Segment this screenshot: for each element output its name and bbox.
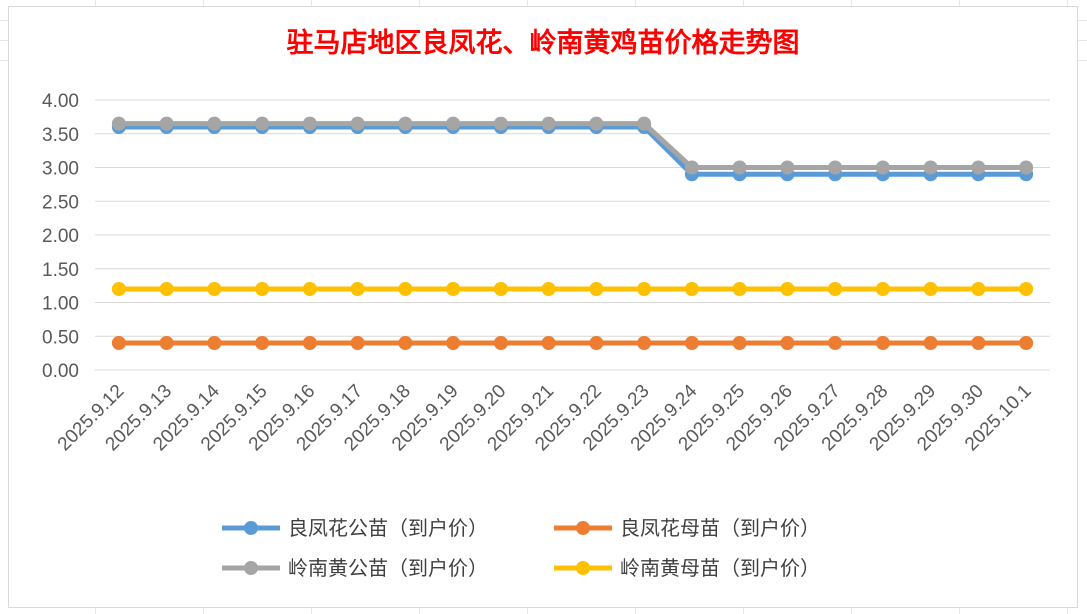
data-point	[111, 116, 126, 131]
legend-item[interactable]: 良凤花公苗（到户价）	[222, 516, 488, 540]
data-point	[398, 282, 413, 296]
data-point	[398, 336, 413, 350]
data-point	[684, 282, 699, 296]
data-point	[302, 116, 317, 131]
data-point	[541, 282, 556, 296]
legend-marker	[244, 521, 258, 535]
legend-item[interactable]: 岭南黄公苗（到户价）	[222, 556, 488, 580]
data-point	[541, 116, 556, 131]
data-point	[875, 282, 890, 296]
y-tick-label: 2.50	[42, 192, 79, 213]
data-point	[923, 282, 938, 296]
data-point	[637, 116, 652, 131]
series-2	[111, 116, 1034, 175]
data-point	[684, 160, 699, 175]
data-point	[493, 336, 508, 350]
data-point	[828, 160, 843, 175]
series-line	[118, 121, 1027, 170]
data-point	[398, 116, 413, 131]
data-point	[255, 282, 270, 296]
data-point	[828, 282, 843, 296]
data-point	[159, 336, 174, 350]
legend-item[interactable]: 岭南黄母苗（到户价）	[554, 556, 820, 580]
data-point	[875, 160, 890, 175]
y-tick-label: 1.50	[42, 260, 79, 281]
data-point	[589, 282, 604, 296]
y-gridlines	[95, 99, 1050, 371]
data-point	[446, 282, 461, 296]
data-point	[111, 282, 126, 296]
y-tick-label: 0.00	[42, 361, 79, 382]
data-point	[923, 336, 938, 350]
chart-legend: 良凤花公苗（到户价） 良凤花母苗（到户价） 岭南黄公苗（到户价） 岭南黄母苗（到户价）	[222, 516, 820, 580]
data-point	[207, 116, 222, 131]
data-point	[159, 282, 174, 296]
data-point	[684, 336, 699, 350]
chart-area[interactable]	[8, 6, 1078, 608]
data-point	[446, 116, 461, 131]
data-point	[255, 116, 270, 131]
data-point	[828, 336, 843, 350]
data-point	[875, 336, 890, 350]
data-point	[1019, 160, 1034, 175]
y-tick-label: 1.00	[42, 294, 79, 315]
data-point	[446, 336, 461, 350]
data-point	[637, 336, 652, 350]
data-point	[923, 160, 938, 175]
data-point	[302, 282, 317, 296]
x-axis-ticks: 2025.9.122025.9.132025.9.142025.9.152025…	[54, 380, 1036, 455]
data-point	[971, 160, 986, 175]
data-point	[255, 336, 270, 350]
legend-marker	[576, 521, 590, 535]
series-lines	[111, 116, 1034, 350]
y-tick-label: 4.00	[42, 91, 79, 112]
data-point	[302, 336, 317, 350]
data-point	[350, 116, 365, 131]
data-point	[637, 282, 652, 296]
y-tick-label: 2.00	[42, 226, 79, 247]
series-0	[111, 120, 1034, 182]
legend-label: 良凤花公苗（到户价）	[288, 516, 488, 540]
series-3	[111, 282, 1034, 296]
data-point	[1019, 282, 1034, 296]
data-point	[493, 116, 508, 131]
chart-title: 驻马店地区良凤花、岭南黄鸡苗价格走势图	[287, 27, 800, 59]
data-point	[780, 282, 795, 296]
data-point	[350, 282, 365, 296]
data-point	[780, 160, 795, 175]
data-point	[732, 282, 747, 296]
legend-label: 良凤花母苗（到户价）	[620, 516, 820, 540]
data-point	[780, 336, 795, 350]
data-point	[1019, 336, 1034, 350]
data-point	[971, 282, 986, 296]
data-point	[589, 116, 604, 131]
data-point	[207, 282, 222, 296]
data-point	[207, 336, 222, 350]
legend-marker	[244, 561, 258, 575]
legend-item[interactable]: 良凤花母苗（到户价）	[554, 516, 820, 540]
data-point	[589, 336, 604, 350]
data-point	[350, 336, 365, 350]
data-point	[732, 160, 747, 175]
y-axis-ticks: 0.00 0.50 1.00 1.50 2.00 2.50 3.00 3.50 4.00	[42, 91, 79, 382]
y-tick-label: 3.50	[42, 125, 79, 146]
data-point	[732, 336, 747, 350]
legend-label: 岭南黄公苗（到户价）	[288, 556, 488, 580]
y-tick-label: 3.00	[42, 159, 79, 180]
series-1	[111, 336, 1034, 350]
series-line	[118, 124, 1027, 177]
data-point	[111, 336, 126, 350]
legend-marker	[576, 561, 590, 575]
data-point	[541, 336, 556, 350]
data-point	[493, 282, 508, 296]
data-point	[159, 116, 174, 131]
y-tick-label: 0.50	[42, 327, 79, 348]
legend-label: 岭南黄母苗（到户价）	[620, 556, 820, 580]
data-point	[971, 336, 986, 350]
